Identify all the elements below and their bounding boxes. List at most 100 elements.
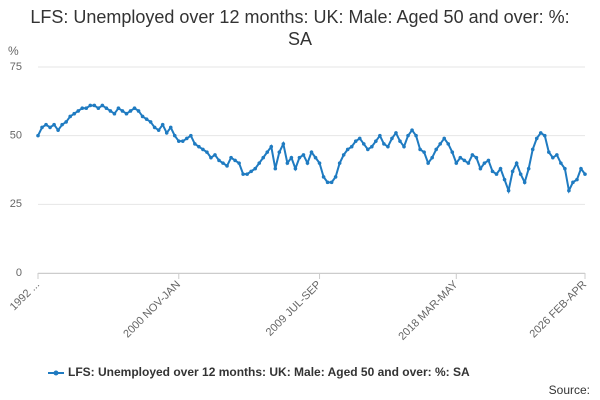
x-tick-label: 2000 NOV-JAN [121,279,183,341]
data-point [241,172,245,176]
data-point [56,128,60,132]
data-point [466,161,471,165]
data-point [48,125,52,130]
data-point [506,188,511,193]
data-point [394,131,398,135]
data-point [156,128,161,132]
data-point [189,133,193,138]
data-point [510,169,515,174]
data-point [563,166,567,171]
data-point [257,161,262,165]
data-point [538,131,543,135]
data-point [390,136,394,141]
y-tick-label: 0 [16,267,22,279]
data-point [281,142,286,146]
data-point [180,139,185,143]
y-axis-label: % [8,44,19,58]
data-point [201,147,205,152]
data-point [249,169,253,174]
data-point [559,161,563,165]
data-point [261,155,266,160]
data-point [64,120,68,124]
data-point [406,133,410,138]
data-point [514,161,519,165]
data-point [277,150,282,154]
data-point [293,166,298,171]
data-point [309,150,314,154]
y-tick-label: 75 [10,61,22,73]
data-point [526,166,531,171]
data-point [132,106,137,110]
data-point [205,150,209,154]
data-point [490,169,495,174]
data-point [88,103,93,108]
data-point [176,139,181,143]
y-tick-label: 25 [10,198,22,210]
data-point [209,155,213,160]
data-point [402,144,406,149]
legend-marker [53,370,59,376]
data-point [273,166,278,171]
data-point [398,139,402,143]
x-tick-label: 2026 FEB-APR [528,279,590,341]
chart-title: LFS: Unemployed over 12 months: UK: Male… [30,7,570,49]
x-tick-label: 2018 MAR-MAY [396,278,461,343]
data-point [172,133,177,138]
data-point [458,155,463,160]
data-point [76,109,81,113]
data-point [579,166,583,171]
data-point [454,161,459,165]
data-point [434,147,438,152]
data-point [374,139,378,143]
data-point [382,142,386,146]
data-point [450,150,455,154]
data-point [370,144,374,149]
data-point [486,158,491,163]
data-point [116,106,121,110]
data-point [494,172,499,176]
data-point [221,161,225,165]
data-point [229,155,233,160]
data-point [52,122,56,127]
data-point [237,161,241,165]
data-point [555,153,559,157]
y-tick-label: 50 [10,130,22,142]
x-tick-label: 1992 ... [8,279,42,313]
data-point [410,128,414,132]
data-point [44,122,48,127]
data-point [213,153,217,157]
data-point [233,158,237,163]
data-point [583,172,587,176]
data-point [542,133,547,138]
data-point [518,172,523,176]
data-point [337,161,342,165]
data-point [426,161,430,165]
data-point [414,133,418,138]
data-point [104,106,109,110]
data-point [124,111,129,116]
data-point [418,147,422,152]
data-point [68,114,72,119]
data-point [575,177,579,182]
data-point [225,164,229,168]
data-point [357,136,362,141]
data-point [168,125,173,130]
data-point [474,155,479,160]
data-point [100,103,105,108]
data-point [40,125,44,130]
legend-item: LFS: Unemployed over 12 months: UK: Male… [48,365,470,379]
data-point [265,150,270,154]
data-point [329,180,334,185]
data-point [128,109,133,113]
data-point [522,180,527,185]
data-point [313,155,318,160]
data-point [349,144,354,149]
data-point [144,117,149,121]
data-point [217,158,221,163]
source: Source: [549,383,590,397]
data-point [353,139,358,143]
data-point [164,131,169,135]
data-point [567,188,571,193]
data-point [430,155,434,160]
